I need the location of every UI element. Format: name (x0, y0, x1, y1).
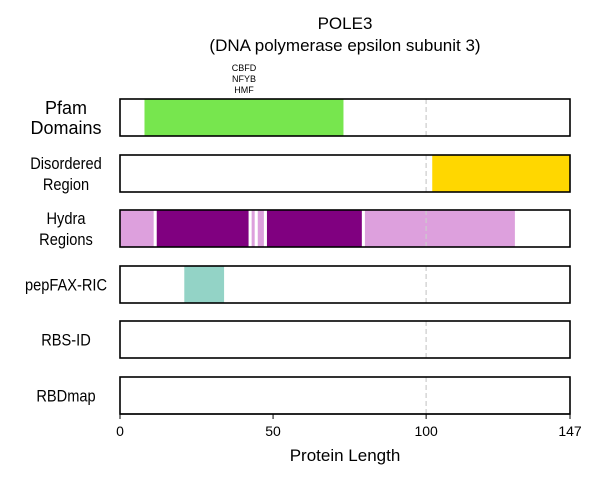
chart-subtitle: (DNA polymerase epsilon subunit 3) (209, 36, 480, 55)
domain-annotation: CBFD NFYB HMF (232, 63, 257, 95)
x-tick-label: 100 (414, 423, 438, 439)
row-label-line: Disordered (30, 155, 101, 173)
track-row: RBS-ID (41, 320, 571, 359)
track-frame (119, 265, 571, 304)
track-rows: Pfam Domains CBFD NFYB HMF Disordered Region Hy… (25, 63, 571, 415)
row-label-line: Pfam (45, 98, 87, 118)
track-row: Disordered Region (30, 154, 571, 194)
row-label: RBDmap (36, 388, 95, 406)
segment-bar (364, 210, 515, 247)
segment-bar (144, 99, 344, 136)
x-axis-label: Protein Length (290, 446, 401, 465)
segment-bar (120, 210, 154, 247)
row-label: RBS-ID (41, 332, 91, 350)
track-frame (119, 154, 571, 193)
row-label-line: Domains (30, 118, 101, 138)
x-tick-label: 50 (265, 423, 281, 439)
row-label-line: RBS-ID (41, 332, 91, 350)
segment-bar (251, 210, 255, 247)
row-label-line: RBDmap (36, 388, 95, 406)
x-axis: 0 50 100 147 (116, 413, 582, 439)
x-tick-label: 0 (116, 423, 124, 439)
segment-bar (432, 155, 570, 192)
track-frame (119, 320, 571, 359)
track-frame (119, 209, 571, 248)
segment-bar (266, 210, 362, 247)
segment-bar (156, 210, 249, 247)
x-tick-label: 147 (558, 423, 582, 439)
row-label-line: Hydra (47, 210, 86, 228)
track-row: Pfam Domains CBFD NFYB HMF (30, 63, 571, 138)
row-label: Pfam Domains (30, 98, 101, 138)
segment-bar (257, 210, 264, 247)
row-label: pepFAX-RIC (25, 277, 107, 295)
annotation-line: HMF (234, 85, 254, 95)
row-label: Hydra Regions (39, 210, 93, 249)
track-row: RBDmap (36, 376, 571, 415)
annotation-line: NFYB (232, 74, 256, 84)
track-frame (119, 98, 571, 137)
annotation-line: CBFD (232, 63, 257, 73)
row-label-line: Regions (39, 231, 93, 249)
track-frame (119, 376, 571, 415)
track-row: Hydra Regions (39, 209, 571, 249)
row-label-line: pepFAX-RIC (25, 277, 107, 295)
row-label: Disordered Region (30, 155, 101, 194)
chart-title: POLE3 (318, 14, 373, 33)
segment-bar (184, 266, 225, 303)
row-label-line: Region (43, 176, 89, 194)
track-row: pepFAX-RIC (25, 265, 571, 304)
